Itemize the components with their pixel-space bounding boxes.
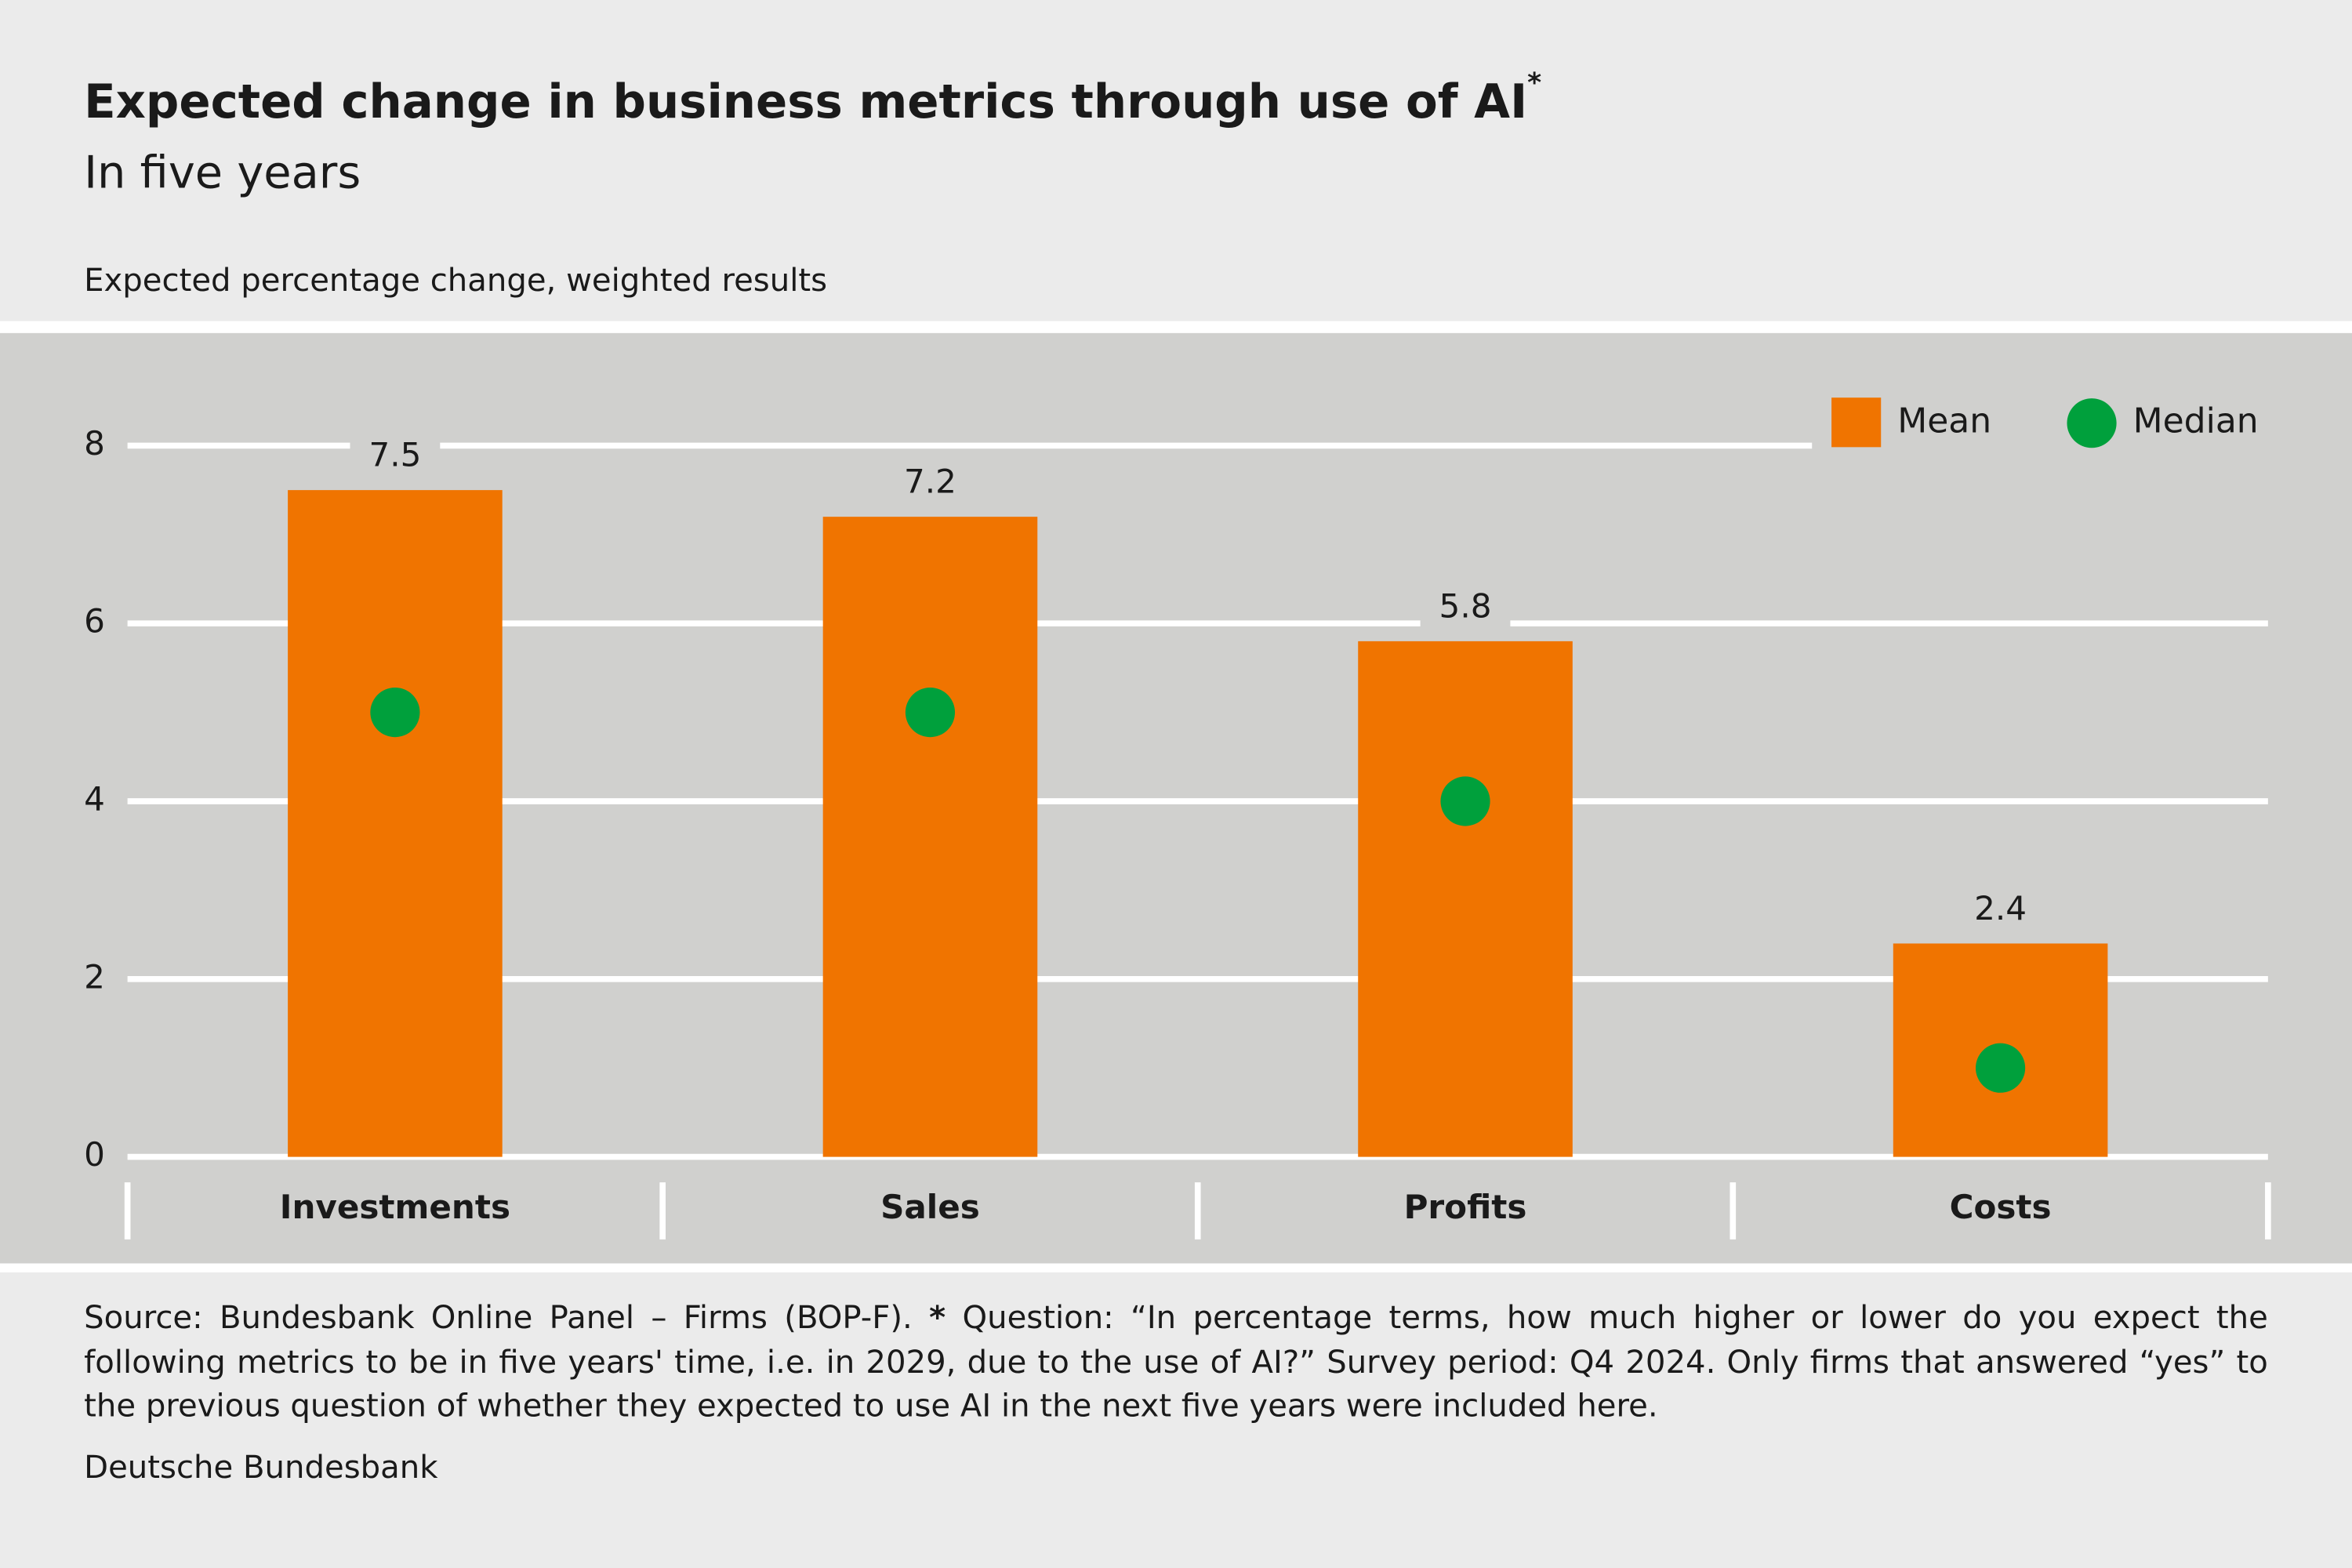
plot-area: 0 2 4 6 8 7.5 7.2 5.8 2.4 Investments Sales Profits… <box>84 393 2278 1240</box>
bar <box>822 517 1038 1157</box>
y-tick-label: 2 <box>84 957 105 996</box>
legend-bg <box>1812 393 2278 453</box>
footer: Source: Bundesbank Online Panel – Firms … <box>84 1297 2268 1490</box>
chart-title: Expected change in business metrics thro… <box>84 67 1541 129</box>
divider <box>0 1263 2352 1272</box>
y-axis-label: Expected percentage change, weighted res… <box>84 263 827 299</box>
x-tick-label: Profits <box>1404 1188 1527 1226</box>
title-text: Expected change in business metrics thro… <box>84 74 1527 129</box>
value-label: 7.5 <box>368 436 421 474</box>
credit: Deutsche Bundesbank <box>84 1448 438 1485</box>
median-dot <box>905 688 956 738</box>
y-tick-label: 8 <box>84 424 105 463</box>
divider <box>0 321 2352 333</box>
legend-swatch <box>2067 398 2117 448</box>
value-label: 7.2 <box>904 463 956 501</box>
value-label-bg <box>1955 889 2045 932</box>
chart-subtitle: In five years <box>84 147 361 199</box>
median-dot <box>1976 1043 2026 1093</box>
bar <box>1358 641 1573 1157</box>
footer-text: Source: Bundesbank Online Panel – Firms … <box>84 1297 2268 1490</box>
footnote-marker: * <box>929 1299 946 1336</box>
source: Source: Bundesbank Online Panel – Firms … <box>84 1299 913 1336</box>
y-tick-label: 4 <box>84 780 105 818</box>
x-tick-label: Sales <box>880 1188 980 1226</box>
y-tick-label: 0 <box>84 1135 105 1174</box>
value-label: 2.4 <box>1974 889 2027 927</box>
median-dot <box>370 688 420 738</box>
value-label: 5.8 <box>1439 586 1492 625</box>
x-tick-label: Costs <box>1950 1188 2052 1226</box>
x-tick-label: Investments <box>280 1188 510 1226</box>
value-label-bg <box>350 436 441 478</box>
value-label-bg <box>1420 586 1511 630</box>
legend-label: Median <box>2133 401 2259 441</box>
median-dot <box>1440 776 1490 826</box>
title-note: * <box>1527 67 1541 99</box>
footnote: Question: “In percentage terms, how much… <box>84 1299 2268 1425</box>
y-tick-label: 6 <box>84 602 105 641</box>
legend-swatch <box>1831 397 1882 448</box>
bar <box>288 490 503 1157</box>
value-label-bg <box>885 463 975 505</box>
legend-label: Mean <box>1897 401 1991 441</box>
